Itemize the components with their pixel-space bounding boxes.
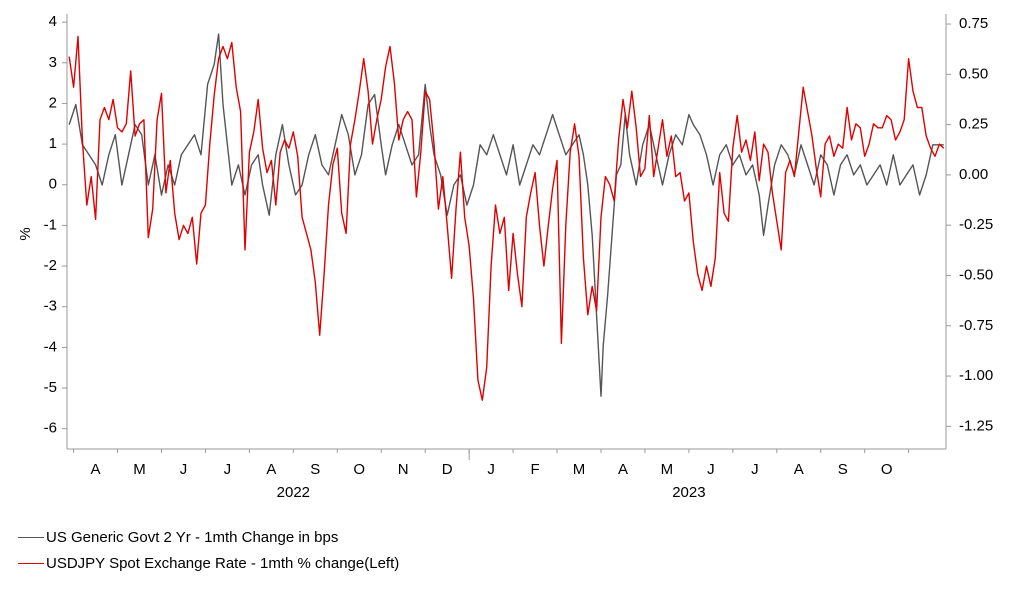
left-tick-label: 1 <box>49 135 57 152</box>
right-tick-label: 0.25 <box>959 116 988 133</box>
x-month-label: A <box>91 461 101 478</box>
x-month-label: S <box>838 461 848 478</box>
legend-label-us-2yr: US Generic Govt 2 Yr - 1mth Change in bp… <box>46 528 339 546</box>
x-year-label: 2023 <box>672 484 705 501</box>
left-tick-label: -4 <box>44 338 57 355</box>
x-month-label: M <box>133 461 146 478</box>
legend-item-usdjpy: USDJPY Spot Exchange Rate - 1mth % chang… <box>18 550 399 576</box>
x-month-label: M <box>661 461 674 478</box>
x-month-label: D <box>442 461 453 478</box>
x-month-label: J <box>224 461 232 478</box>
right-tick-label: -0.50 <box>959 266 993 283</box>
series-layer <box>68 33 945 401</box>
x-month-label: A <box>266 461 276 478</box>
right-y-axis: 0.75 0.50 0.25 0.00 -0.25 -0.50 -0.75 -1.00 -1.2… <box>946 15 993 434</box>
left-tick-label: -5 <box>44 379 57 396</box>
left-tick-label: -6 <box>44 420 57 437</box>
legend-swatch-usdjpy <box>18 562 44 564</box>
x-month-label: J <box>487 461 495 478</box>
x-month-label: O <box>881 461 893 478</box>
x-month-label: N <box>398 461 409 478</box>
right-tick-label: 0.50 <box>959 65 988 82</box>
left-tick-label: -3 <box>44 298 57 315</box>
right-tick-label: -1.00 <box>959 367 993 384</box>
x-month-label: J <box>180 461 188 478</box>
x-month-label: O <box>353 461 365 478</box>
right-tick-label: -0.75 <box>959 317 993 334</box>
y-axis-label: % <box>17 227 34 240</box>
right-tick-label: 0.00 <box>959 166 988 183</box>
left-tick-label: 3 <box>49 54 57 71</box>
legend-item-us-2yr: US Generic Govt 2 Yr - 1mth Change in bp… <box>18 524 399 550</box>
x-month-label: A <box>618 461 628 478</box>
legend: US Generic Govt 2 Yr - 1mth Change in bp… <box>18 524 399 576</box>
left-tick-label: 4 <box>49 13 57 30</box>
x-month-label: A <box>794 461 804 478</box>
left-y-axis: 4 3 2 1 0 -1 -2 -3 -4 -5 -6 <box>44 13 67 437</box>
left-tick-label: 0 <box>49 176 57 193</box>
right-tick-label: -0.25 <box>959 216 993 233</box>
right-tick-label: -1.25 <box>959 417 993 434</box>
x-month-label: J <box>751 461 759 478</box>
series-line-1 <box>68 35 945 401</box>
left-tick-label: -2 <box>44 257 57 274</box>
x-axis: A M J J A S O N D J F M A M J J A S O 2022 2023 <box>73 449 910 501</box>
legend-label-usdjpy: USDJPY Spot Exchange Rate - 1mth % chang… <box>46 554 400 572</box>
x-month-label: F <box>530 461 539 478</box>
x-month-label: S <box>310 461 320 478</box>
right-tick-label: 0.75 <box>959 15 988 32</box>
left-tick-label: 2 <box>49 94 57 111</box>
x-month-label: J <box>707 461 715 478</box>
x-year-label: 2022 <box>277 484 310 501</box>
x-month-label: M <box>573 461 586 478</box>
legend-swatch-us-2yr <box>18 536 44 538</box>
left-tick-label: -1 <box>44 216 57 233</box>
